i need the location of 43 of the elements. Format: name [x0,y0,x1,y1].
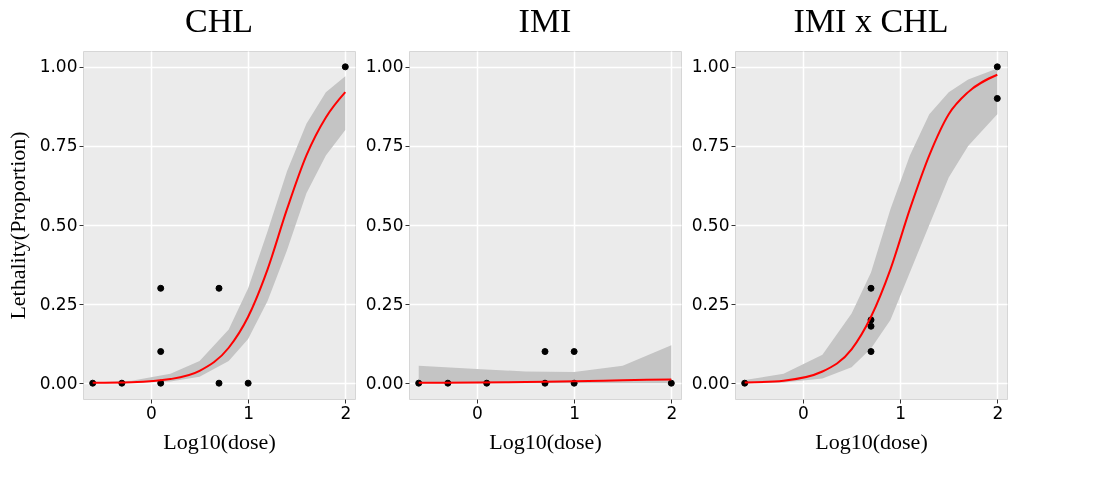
point [215,379,223,387]
x-tick-label: 0 [146,402,157,423]
y-tick-label: 0.25 [365,293,404,314]
y-tick-label: 0.25 [39,293,78,314]
point [867,284,875,292]
point [157,348,165,356]
x-axis-title: Log10(dose) [815,428,928,454]
x-tick-label: 2 [340,402,352,423]
point [244,379,252,387]
y-tick-label: 1.00 [365,56,404,77]
y-axis-title: Lethality(Proportion) [4,131,30,320]
y-tick-label: 1.00 [39,56,78,77]
x-tick-label: 0 [798,402,809,423]
chart-title: IMI [518,2,572,39]
y-tick-label: 0.00 [39,372,78,393]
x-axis-title: Log10(dose) [489,428,602,454]
chart-title: IMI x CHL [793,2,949,39]
point [341,63,349,71]
point [867,348,875,356]
point [215,284,223,292]
x-tick-label: 2 [666,402,678,423]
y-tick-label: 1.00 [691,56,730,77]
point [157,379,165,387]
y-tick-label: 0.50 [691,214,730,235]
point [993,63,1001,71]
y-tick-label: 0.00 [365,372,404,393]
x-tick-label: 1 [569,402,581,423]
x-axis-title: Log10(dose) [163,428,276,454]
y-tick-label: 0.75 [39,135,78,156]
y-tick-label: 0.00 [691,372,730,393]
point [867,322,875,330]
x-tick-label: 0 [472,402,483,423]
y-tick-label: 0.25 [691,293,730,314]
x-tick-label: 1 [243,402,255,423]
chart-title: CHL [185,2,253,39]
y-tick-label: 0.50 [365,214,404,235]
point [157,284,165,292]
y-tick-label: 0.75 [365,135,404,156]
y-tick-label: 0.50 [39,214,78,235]
x-tick-label: 1 [895,402,907,423]
y-tick-label: 0.75 [691,135,730,156]
point [993,94,1001,102]
x-tick-label: 2 [992,402,1004,423]
